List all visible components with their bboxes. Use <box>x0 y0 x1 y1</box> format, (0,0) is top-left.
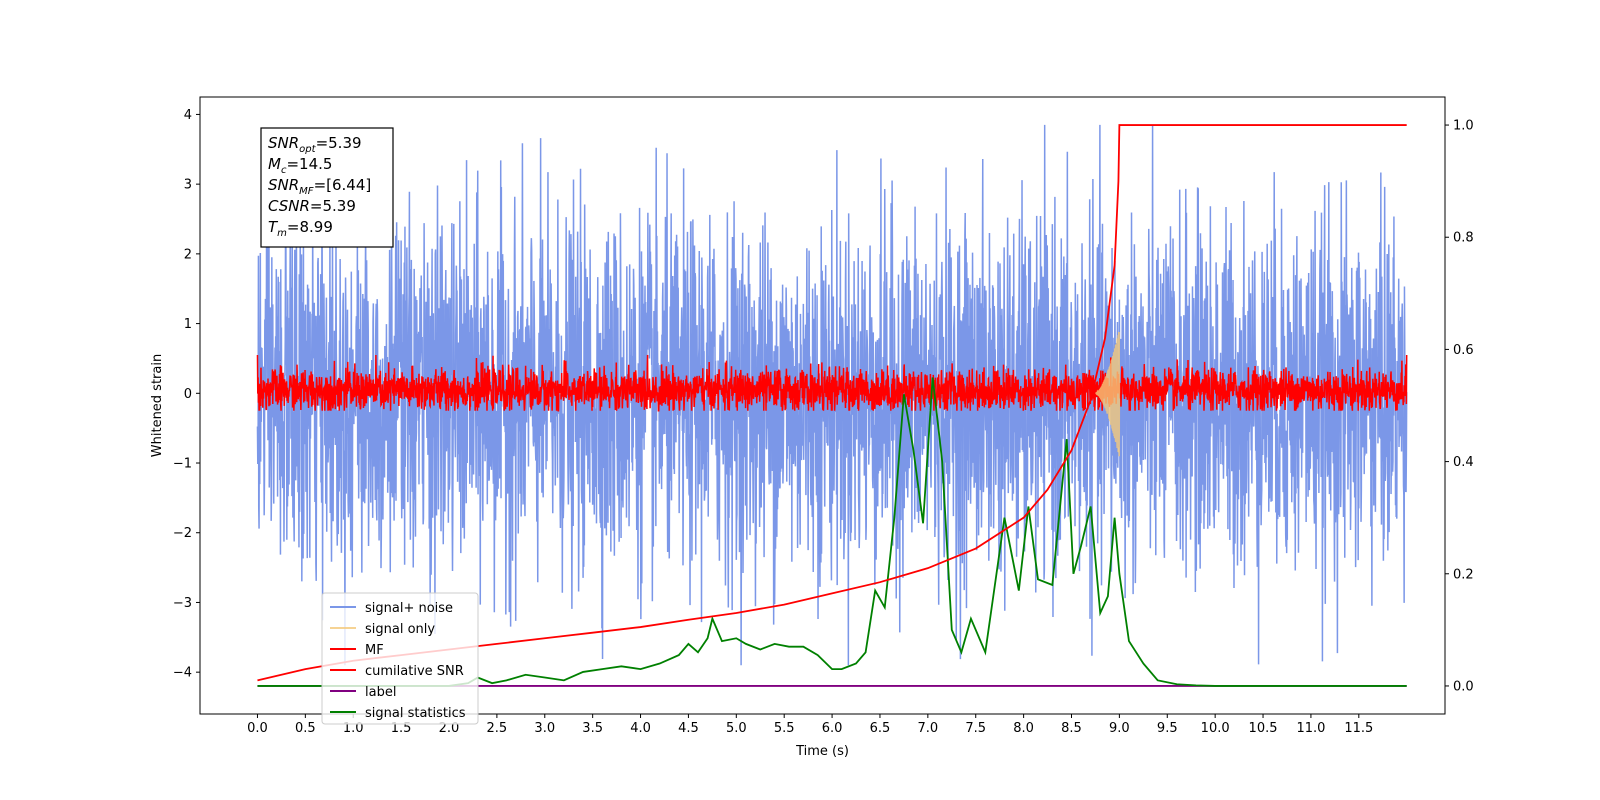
x-tick-label: 7.0 <box>918 721 939 736</box>
x-tick-label: 1.5 <box>391 721 412 736</box>
x-tick-label: 0.0 <box>247 721 268 736</box>
x-tick-label: 2.5 <box>487 721 508 736</box>
x-tick-label: 4.0 <box>630 721 651 736</box>
legend-entry-label: signal statistics <box>365 706 466 721</box>
y2-tick-label: 0.4 <box>1453 455 1474 470</box>
y-tick-label: −4 <box>173 666 192 681</box>
x-tick-label: 4.5 <box>678 721 699 736</box>
x-tick-label: 0.5 <box>295 721 316 736</box>
y-tick-label: 2 <box>184 247 192 262</box>
legend-entry-label: MF <box>365 643 384 658</box>
annotation-line: CSNR=5.39 <box>268 197 356 215</box>
y-tick-label: 4 <box>184 108 192 123</box>
annotation-frame <box>260 127 394 248</box>
annotation-line: SNRMF=[6.44] <box>268 176 371 197</box>
annotation-line: Mc=14.5 <box>268 155 332 176</box>
x-tick-label: 6.5 <box>870 721 891 736</box>
x-tick-label: 7.5 <box>965 721 986 736</box>
x-tick-label: 11.0 <box>1296 721 1325 736</box>
y2-tick-label: 0.8 <box>1453 231 1474 246</box>
axis-ticks: 0.0 0.5 1.0 1.5 2.0 2.5 3.0 3.5 4.0 4.5 5.0 5.5 6.0 6… <box>173 108 1474 736</box>
y-tick-label: 3 <box>184 178 192 193</box>
x-tick-label: 8.0 <box>1013 721 1034 736</box>
x-tick-label: 8.5 <box>1061 721 1082 736</box>
y2-tick-label: 1.0 <box>1453 119 1474 134</box>
legend-entry-label: label <box>365 685 396 700</box>
y-tick-label: −1 <box>173 457 192 472</box>
x-tick-label: 10.0 <box>1201 721 1230 736</box>
x-tick-label: 6.0 <box>822 721 843 736</box>
series-signal-statistics-line <box>257 377 1407 687</box>
y2-tick-label: 0.6 <box>1453 343 1474 358</box>
legend: signal+ noise signal only MF cumilative SNR… <box>321 592 479 725</box>
y2-tick-label: 0.2 <box>1453 567 1474 582</box>
annotation-line: SNRopt=5.39 <box>268 134 362 155</box>
y-tick-label: −2 <box>173 526 192 541</box>
x-tick-label: 3.0 <box>534 721 555 736</box>
x-tick-label: 10.5 <box>1249 721 1278 736</box>
annotation-line: Tm=8.99 <box>268 218 333 239</box>
x-tick-label: 11.5 <box>1344 721 1373 736</box>
legend-frame <box>321 592 479 725</box>
legend-entry-label: signal+ noise <box>365 601 453 616</box>
axes-frame <box>199 96 1446 715</box>
y-tick-label: 1 <box>184 317 192 332</box>
x-tick-label: 9.5 <box>1157 721 1178 736</box>
legend-entry-label: signal only <box>365 622 435 637</box>
x-tick-label: 1.0 <box>343 721 364 736</box>
x-tick-label: 9.0 <box>1109 721 1130 736</box>
legend-entry-label: cumilative SNR <box>365 664 464 679</box>
x-tick-label: 5.0 <box>726 721 747 736</box>
y-tick-label: 0 <box>184 387 192 402</box>
x-tick-label: 3.5 <box>582 721 603 736</box>
x-tick-label: 5.5 <box>774 721 795 736</box>
y-axis-label: Whitened strain <box>150 354 165 457</box>
y2-tick-label: 0.0 <box>1453 679 1474 694</box>
x-axis-label: Time (s) <box>795 744 849 759</box>
y-tick-label: −3 <box>173 596 192 611</box>
series-mf-line <box>256 354 1408 412</box>
series-signal-only-line <box>1095 331 1121 457</box>
x-tick-label: 2.0 <box>439 721 460 736</box>
